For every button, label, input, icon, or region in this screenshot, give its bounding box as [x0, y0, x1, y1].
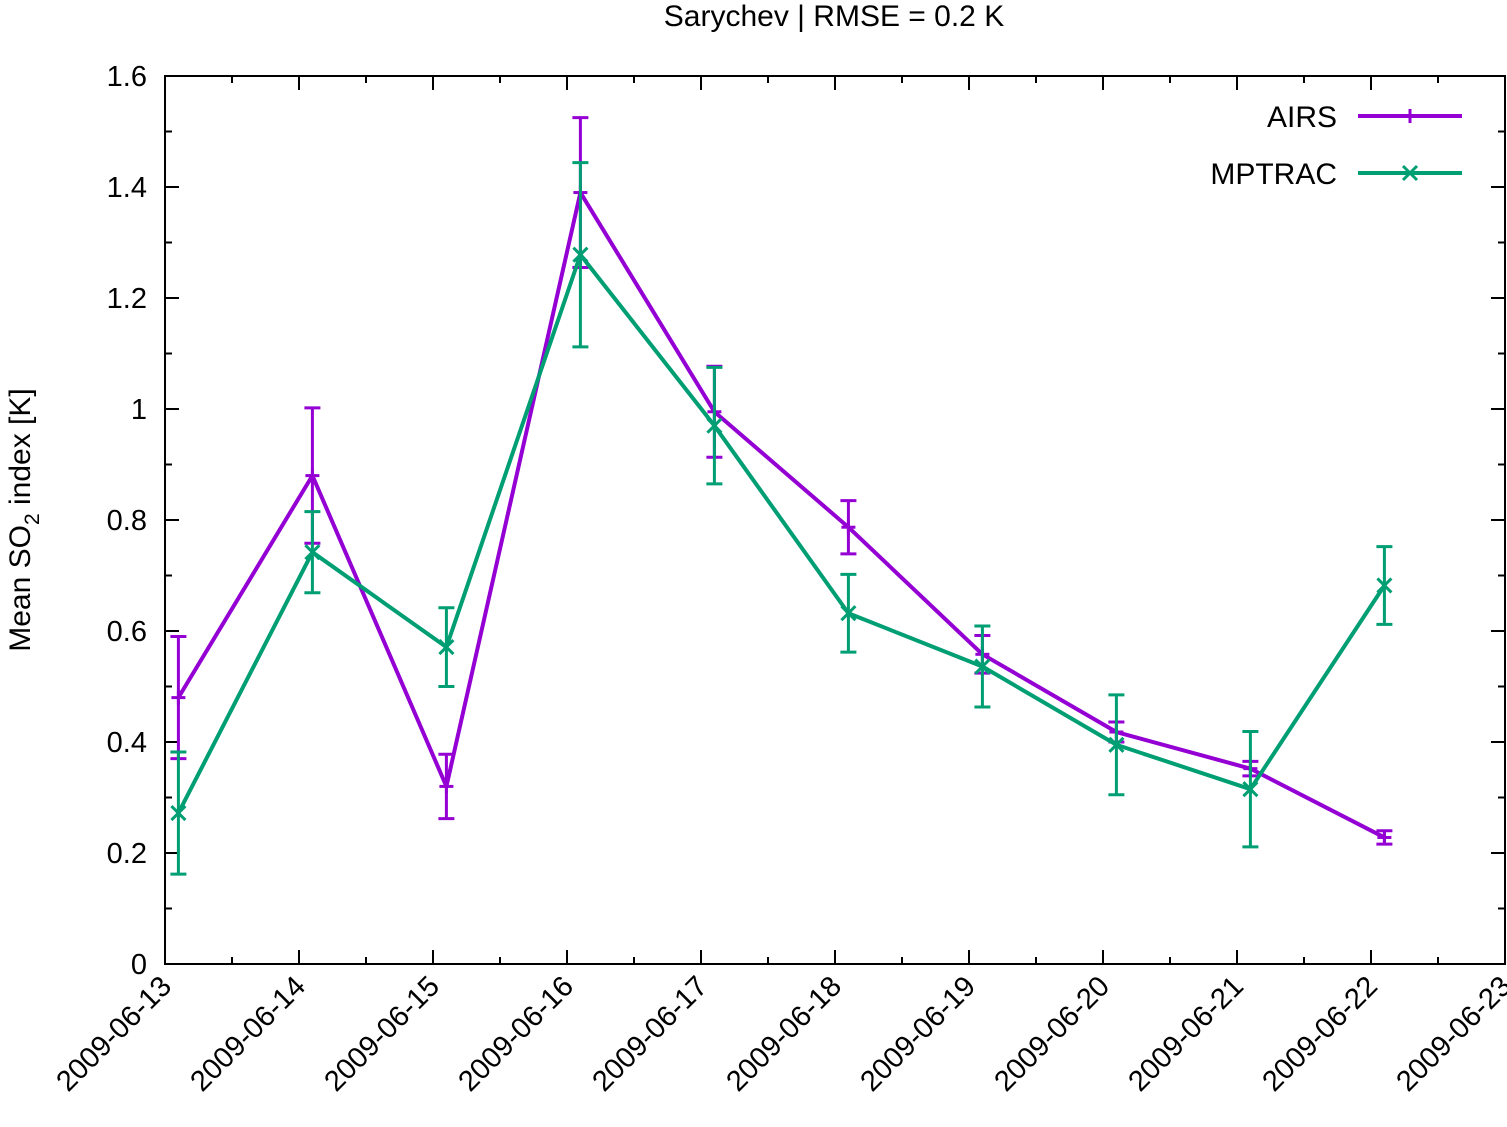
data-point-mptrac [170, 804, 187, 822]
data-point-airs [305, 468, 320, 483]
data-point-mptrac [840, 605, 857, 622]
y-tick-label: 0.4 [107, 727, 147, 759]
y-tick-label: 1.6 [107, 61, 147, 93]
data-point-airs [171, 690, 186, 705]
plot-frame [164, 75, 1506, 965]
y-tick-label: 0.8 [107, 505, 147, 537]
data-point-mptrac [1108, 736, 1125, 753]
legend: AIRS MPTRAC [1210, 101, 1462, 191]
series-airs [170, 116, 1393, 846]
x-tick-label: 2009-06-21 [1122, 970, 1250, 1098]
x-tick-label: 2009-06-17 [586, 970, 714, 1098]
y-tick-label: 0.6 [107, 616, 147, 648]
data-point-airs [439, 779, 454, 794]
data-point-mptrac [304, 544, 321, 561]
legend-marker-mptrac [1401, 164, 1419, 182]
y-tick-label: 0 [131, 949, 147, 981]
x-tick-label: 2009-06-15 [318, 970, 446, 1098]
x-tick-label: 2009-06-20 [988, 970, 1116, 1098]
data-point-mptrac [438, 639, 455, 656]
legend-marker-airs [1403, 109, 1417, 123]
x-tick-label: 2009-06-22 [1256, 970, 1384, 1098]
data-point-airs [841, 520, 856, 535]
legend-item-airs: AIRS [1267, 101, 1462, 134]
legend-label-airs: AIRS [1267, 101, 1337, 134]
data-point-mptrac [974, 658, 991, 675]
legend-label-mptrac: MPTRAC [1210, 158, 1337, 191]
x-tick-label: 2009-06-19 [854, 970, 982, 1098]
y-tick-label: 1.4 [107, 172, 147, 204]
x-tick-label: 2009-06-14 [184, 970, 312, 1098]
chart-title: Sarychev | RMSE = 0.2 K [664, 0, 1004, 33]
x-tick-label: 2009-06-13 [50, 970, 178, 1098]
series-line-mptrac [176, 252, 1387, 814]
legend-item-mptrac: MPTRAC [1210, 158, 1462, 191]
y-tick-label: 0.2 [107, 838, 147, 870]
data-point-mptrac [1376, 577, 1393, 594]
y-axis-label: Mean SO2 index [K] [4, 388, 44, 652]
plot-series [170, 116, 1393, 876]
y-tick-label: 1.2 [107, 283, 147, 315]
data-point-airs [1377, 830, 1392, 845]
x-tick-label: 2009-06-23 [1390, 970, 1507, 1098]
x-tick-label: 2009-06-16 [452, 970, 580, 1098]
series-line-airs [176, 190, 1386, 840]
series-mptrac [170, 161, 1393, 876]
x-tick-label: 2009-06-18 [720, 970, 848, 1098]
data-point-mptrac [1242, 781, 1259, 798]
data-point-mptrac [572, 246, 589, 263]
data-point-mptrac [706, 417, 723, 434]
y-tick-label: 1 [131, 394, 147, 426]
